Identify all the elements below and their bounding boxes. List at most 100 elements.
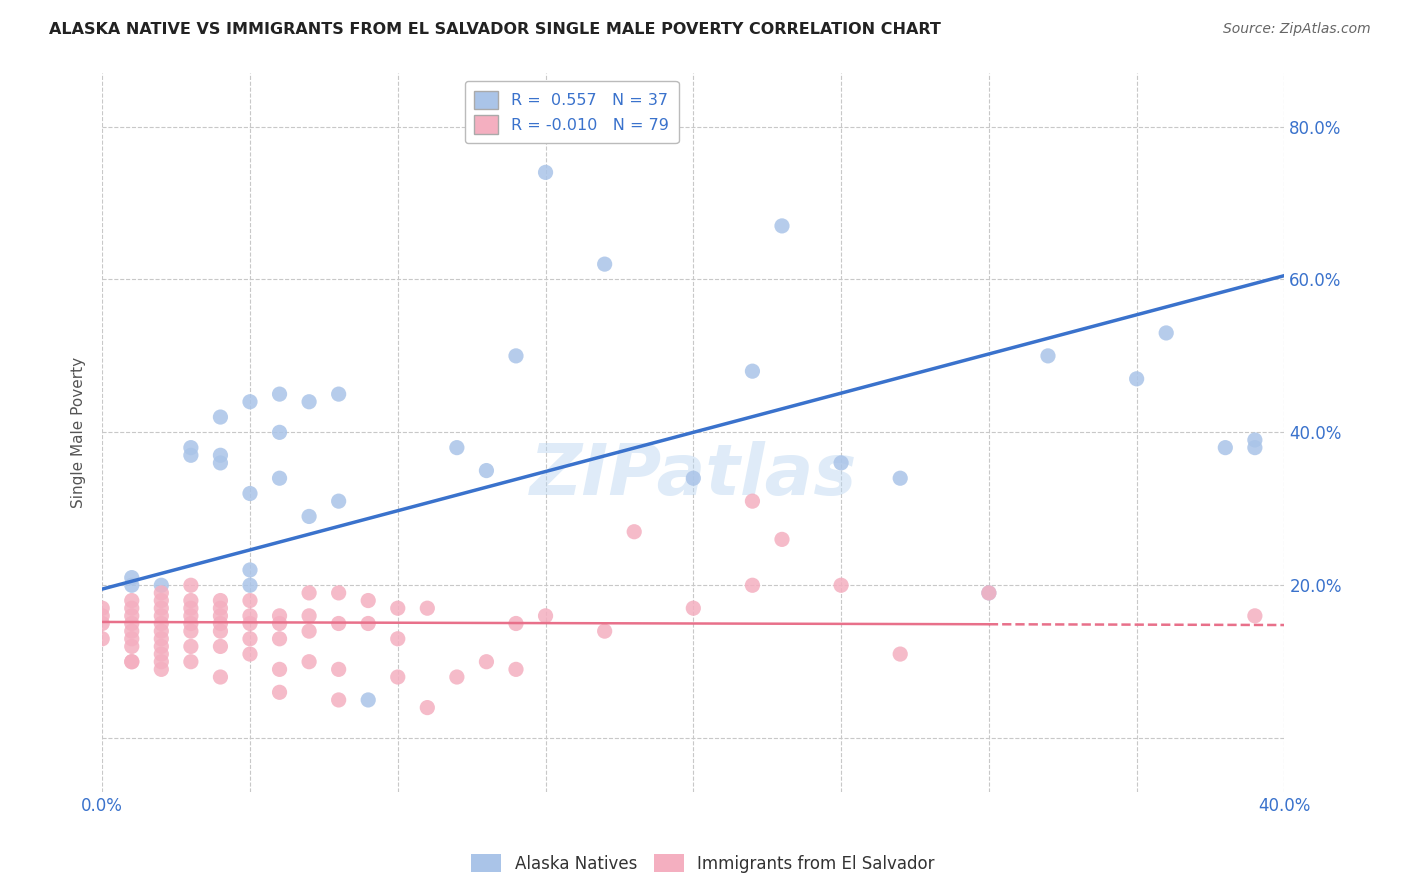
Point [150,586,173,600]
Point [121,593,143,607]
Legend: R =  0.557   N = 37, R = -0.010   N = 79: R = 0.557 N = 37, R = -0.010 N = 79 [465,81,679,144]
Point [150,608,173,623]
Point [91,632,114,646]
Point [239,608,262,623]
Point [121,624,143,639]
Point [534,165,557,179]
Point [298,655,321,669]
Point [298,586,321,600]
Point [387,632,409,646]
Point [298,394,321,409]
Text: ALASKA NATIVE VS IMMIGRANTS FROM EL SALVADOR SINGLE MALE POVERTY CORRELATION CHA: ALASKA NATIVE VS IMMIGRANTS FROM EL SALV… [49,22,941,37]
Point [121,655,143,669]
Point [475,464,498,478]
Point [328,662,350,676]
Point [298,608,321,623]
Point [209,624,232,639]
Point [209,601,232,615]
Point [682,601,704,615]
Point [121,616,143,631]
Point [121,608,143,623]
Point [328,387,350,401]
Point [180,593,202,607]
Point [180,655,202,669]
Point [269,387,291,401]
Point [534,608,557,623]
Point [239,486,262,500]
Point [830,456,852,470]
Point [505,616,527,631]
Point [150,601,173,615]
Point [91,601,114,615]
Point [1244,433,1267,447]
Point [328,586,350,600]
Point [446,670,468,684]
Point [505,349,527,363]
Point [682,471,704,485]
Point [150,632,173,646]
Point [209,410,232,425]
Point [121,601,143,615]
Point [475,655,498,669]
Point [269,685,291,699]
Point [269,616,291,631]
Point [180,616,202,631]
Point [209,670,232,684]
Point [977,586,1000,600]
Point [593,257,616,271]
Point [150,578,173,592]
Point [770,533,793,547]
Point [121,578,143,592]
Point [180,441,202,455]
Point [505,662,527,676]
Point [209,608,232,623]
Point [180,624,202,639]
Point [269,425,291,440]
Point [416,601,439,615]
Point [1125,372,1147,386]
Point [889,647,911,661]
Point [770,219,793,233]
Point [1244,608,1267,623]
Point [121,571,143,585]
Point [91,608,114,623]
Point [269,608,291,623]
Point [150,616,173,631]
Point [269,471,291,485]
Point [239,563,262,577]
Legend: Alaska Natives, Immigrants from El Salvador: Alaska Natives, Immigrants from El Salva… [465,847,941,880]
Point [121,632,143,646]
Point [1036,349,1059,363]
Point [150,662,173,676]
Point [357,593,380,607]
Point [623,524,645,539]
Point [239,647,262,661]
Point [328,494,350,508]
Point [150,647,173,661]
Point [239,632,262,646]
Point [1244,441,1267,455]
Point [121,640,143,654]
Point [269,662,291,676]
Point [239,578,262,592]
Point [209,448,232,462]
Point [387,601,409,615]
Point [150,640,173,654]
Point [209,640,232,654]
Point [239,394,262,409]
Point [328,693,350,707]
Point [387,670,409,684]
Point [239,616,262,631]
Text: ZIPatlas: ZIPatlas [530,441,858,510]
Point [328,616,350,631]
Point [889,471,911,485]
Point [121,655,143,669]
Point [180,608,202,623]
Y-axis label: Single Male Poverty: Single Male Poverty [72,357,86,508]
Point [298,509,321,524]
Point [91,616,114,631]
Point [446,441,468,455]
Point [180,448,202,462]
Point [416,700,439,714]
Point [239,593,262,607]
